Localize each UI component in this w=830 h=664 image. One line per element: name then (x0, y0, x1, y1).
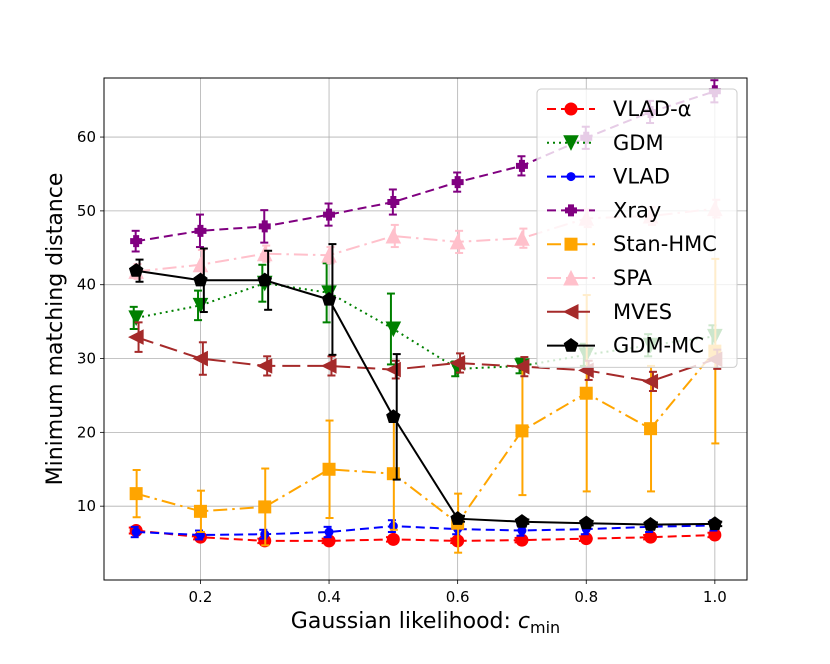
legend-label: Xray (613, 198, 661, 222)
x-tick-label: 0.2 (189, 588, 213, 606)
x-tick-label: 1.0 (703, 588, 727, 606)
data-point (579, 386, 593, 400)
data-point (387, 196, 400, 209)
legend-marker (566, 172, 576, 182)
data-point (258, 220, 271, 233)
plot-frame (103, 77, 748, 581)
y-tick-label: 60 (77, 128, 96, 146)
x-tick-label: 0.6 (446, 588, 470, 606)
data-point (644, 422, 658, 436)
data-point (385, 321, 402, 338)
x-tick-label: 0.4 (317, 588, 341, 606)
y-axis-label: Minimum matching distance (43, 173, 68, 486)
series-line (136, 524, 715, 537)
data-point (128, 329, 144, 345)
legend-marker (563, 269, 579, 286)
series-line (136, 269, 715, 526)
legend-item: SPA (547, 266, 653, 290)
y-tick-label: 10 (77, 497, 96, 515)
data-point (514, 514, 530, 528)
ticks: 0.2 0.4 0.6 0.8 1.0 10 20 30 40 50 60 (77, 128, 727, 606)
data-point (707, 516, 723, 531)
series-line (135, 350, 716, 525)
legend-item: GDM (547, 131, 664, 155)
data-point (256, 358, 273, 374)
data-point (130, 235, 143, 248)
legend-label: MVES (613, 300, 672, 324)
legend: VLAD-α GDM VLAD Xray Stan-HMC SPA MVES GDM-MC (536, 88, 738, 368)
x-axis-label-sub: min (530, 618, 560, 637)
legend-item: Stan-HMC (547, 232, 717, 256)
data-point (320, 358, 337, 374)
x-axis-label: Gaussian likelihood: cmin (291, 609, 560, 637)
data-point (514, 230, 530, 246)
legend-label: GDM (613, 131, 664, 155)
data-point (386, 409, 401, 423)
legend-marker (563, 135, 579, 151)
data-point (192, 350, 208, 367)
legend-marker (564, 237, 578, 251)
y-tick-label: 50 (77, 202, 96, 220)
data-point (642, 373, 659, 390)
series-line (135, 336, 716, 383)
series-gdm-mc (128, 243, 723, 531)
data-point (579, 515, 594, 530)
legend-label: GDM-MC (613, 334, 704, 358)
data-point (450, 511, 465, 525)
data-point (515, 424, 529, 438)
data-point (128, 263, 144, 277)
legend-label: SPA (613, 266, 653, 290)
legend-label: Stan-HMC (613, 232, 717, 256)
legend-label: VLAD-α (613, 97, 692, 121)
data-point (449, 355, 466, 371)
data-point (449, 233, 466, 250)
x-tick-label: 0.8 (574, 588, 598, 606)
data-point (257, 272, 272, 287)
data-point (128, 310, 144, 327)
y-tick-label: 30 (77, 350, 96, 368)
legend-item: MVES (547, 300, 672, 324)
legend-marker (564, 102, 578, 116)
data-point (643, 516, 658, 531)
x-axis-label-var: c (518, 609, 530, 634)
data-point (321, 291, 337, 306)
legend-label: VLAD (613, 165, 670, 189)
x-axis-label-text: Gaussian likelihood: (291, 609, 518, 634)
data-point (323, 208, 336, 221)
data-point (131, 527, 141, 537)
data-point (513, 358, 530, 375)
data-point (324, 527, 334, 537)
legend-item: GDM-MC (547, 334, 704, 358)
series-line (136, 529, 715, 542)
legend-marker (565, 204, 577, 217)
data-point (451, 176, 464, 189)
legend-marker (562, 303, 579, 320)
data-point (322, 462, 336, 476)
data-point (129, 487, 143, 501)
data-point (193, 272, 208, 287)
legend-item: VLAD (547, 165, 670, 189)
legend-item: Xray (547, 198, 661, 222)
legend-box (536, 88, 738, 368)
data-point (385, 227, 402, 244)
data-point (193, 504, 207, 518)
data-point (386, 532, 400, 546)
legend-item: VLAD-α (547, 97, 692, 121)
legend-marker (563, 337, 579, 352)
y-tick-label: 20 (77, 423, 96, 441)
data-point (515, 159, 528, 172)
y-tick-label: 40 (77, 276, 96, 294)
data-point (194, 224, 207, 237)
data-point (258, 500, 272, 514)
